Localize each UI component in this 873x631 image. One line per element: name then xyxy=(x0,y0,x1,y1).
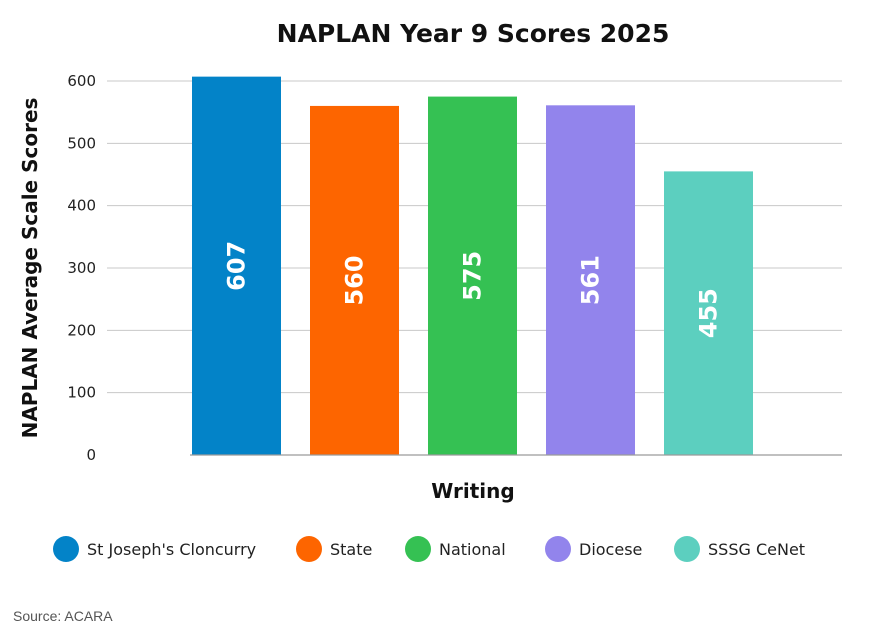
legend: St Joseph's Cloncurry State National Dioces… xyxy=(53,536,805,562)
y-tick-label: 500 xyxy=(67,134,96,152)
y-tick-label: 0 xyxy=(86,446,96,464)
bar-value-label: 455 xyxy=(695,288,723,338)
legend-label: Diocese xyxy=(579,540,642,559)
legend-swatch xyxy=(53,536,79,562)
legend-label: SSSG CeNet xyxy=(708,540,805,559)
x-axis-title: Writing xyxy=(431,479,514,503)
y-axis-title: NAPLAN Average Scale Scores xyxy=(18,98,42,439)
bar-value-label: 607 xyxy=(223,241,251,291)
bar xyxy=(664,171,753,455)
bar-value-label: 561 xyxy=(577,255,605,305)
y-tick-label: 600 xyxy=(67,72,96,90)
legend-item: SSSG CeNet xyxy=(674,536,805,562)
legend-swatch xyxy=(674,536,700,562)
bar-value-label: 560 xyxy=(341,255,369,305)
bar xyxy=(546,105,635,455)
chart-title: NAPLAN Year 9 Scores 2025 xyxy=(277,19,670,48)
bar xyxy=(310,105,399,455)
legend-swatch xyxy=(405,536,431,562)
y-tick-label: 200 xyxy=(67,321,96,339)
legend-item: State xyxy=(296,536,372,562)
y-tick-label: 100 xyxy=(67,384,96,402)
y-tick-label: 400 xyxy=(67,197,96,215)
bar xyxy=(192,76,281,456)
legend-item: St Joseph's Cloncurry xyxy=(53,536,256,562)
bars xyxy=(192,76,753,456)
source-note: Source: ACARA xyxy=(13,608,113,624)
y-tick-label: 300 xyxy=(67,259,96,277)
legend-item: National xyxy=(405,536,506,562)
legend-label: National xyxy=(439,540,506,559)
legend-swatch xyxy=(545,536,571,562)
bar xyxy=(428,96,517,455)
y-axis-ticks: 0 100 200 300 400 500 600 xyxy=(67,72,96,464)
bar-value-labels: 607 560 575 561 455 xyxy=(223,241,723,338)
legend-label: State xyxy=(330,540,372,559)
legend-swatch xyxy=(296,536,322,562)
bar-value-label: 575 xyxy=(459,251,487,301)
legend-item: Diocese xyxy=(545,536,642,562)
legend-label: St Joseph's Cloncurry xyxy=(87,540,256,559)
